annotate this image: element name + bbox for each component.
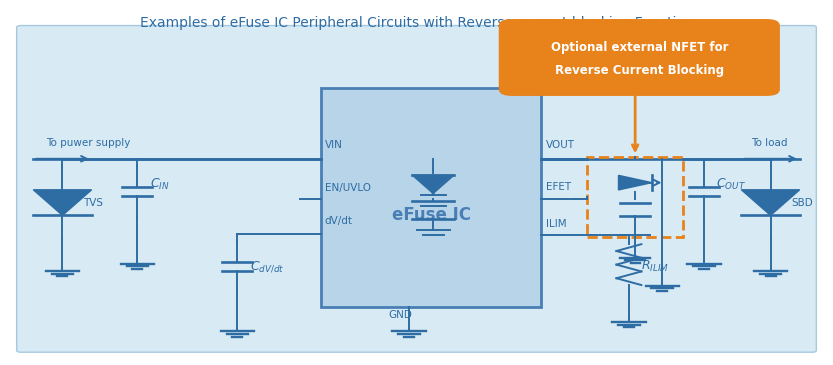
Text: Reverse Current Blocking: Reverse Current Blocking (555, 64, 724, 77)
Text: $R_{ILIM}$: $R_{ILIM}$ (641, 259, 670, 274)
Text: To puwer supply: To puwer supply (46, 138, 130, 148)
Text: SBD: SBD (791, 197, 813, 208)
Text: To load: To load (751, 138, 787, 148)
Text: GND: GND (389, 310, 412, 320)
Polygon shape (33, 190, 92, 215)
Text: dV/dt: dV/dt (325, 216, 353, 226)
Text: TVS: TVS (83, 197, 103, 208)
FancyBboxPatch shape (17, 26, 816, 352)
Polygon shape (412, 175, 454, 193)
Text: Optional external NFET for: Optional external NFET for (551, 41, 728, 54)
Text: eFuse IC: eFuse IC (392, 205, 471, 224)
Text: $C_{dV/dt}$: $C_{dV/dt}$ (250, 259, 284, 274)
Text: VIN: VIN (325, 140, 342, 150)
FancyBboxPatch shape (321, 88, 541, 307)
Text: Examples of eFuse IC Peripheral Circuits with Reverse current blocking Function: Examples of eFuse IC Peripheral Circuits… (140, 16, 693, 30)
Text: EN/UVLO: EN/UVLO (325, 184, 371, 193)
Text: ILIM: ILIM (546, 219, 566, 229)
Polygon shape (741, 190, 800, 215)
Text: EFET: EFET (546, 182, 571, 192)
Text: $C_{OUT}$: $C_{OUT}$ (716, 177, 746, 192)
Polygon shape (618, 175, 652, 190)
FancyBboxPatch shape (500, 20, 779, 95)
Text: VOUT: VOUT (546, 140, 575, 150)
Text: $C_{IN}$: $C_{IN}$ (150, 177, 170, 192)
